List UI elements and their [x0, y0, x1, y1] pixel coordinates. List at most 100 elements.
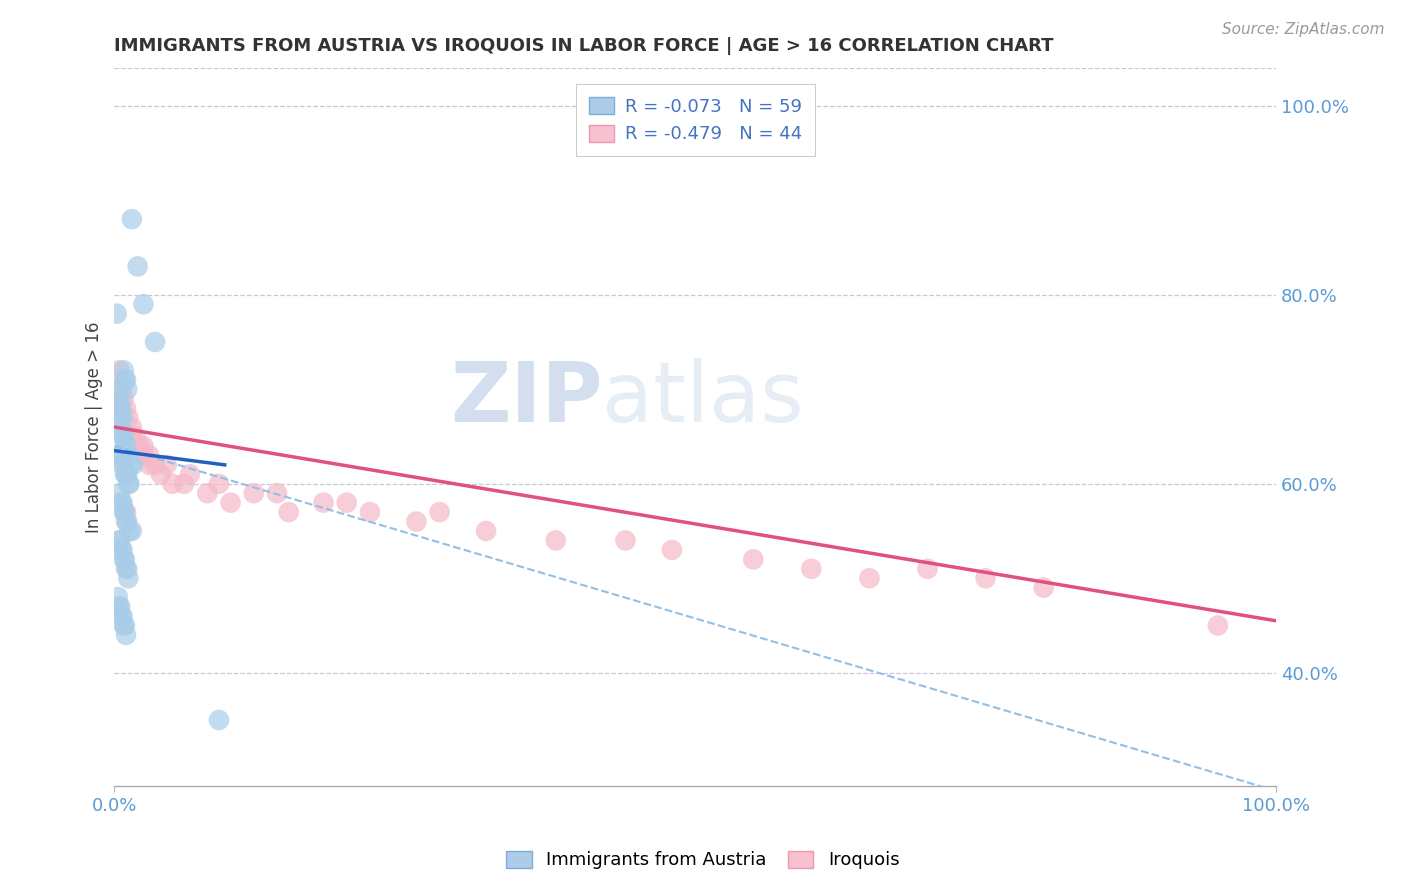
Point	[111, 410, 134, 425]
Point	[115, 505, 138, 519]
Point	[661, 542, 683, 557]
Point	[143, 458, 166, 472]
Point	[110, 486, 132, 500]
Point	[114, 552, 136, 566]
Point	[110, 410, 132, 425]
Point	[115, 373, 138, 387]
Point	[118, 524, 141, 538]
Point	[115, 401, 138, 416]
Point	[110, 599, 132, 614]
Point	[475, 524, 498, 538]
Legend: Immigrants from Austria, Iroquois: Immigrants from Austria, Iroquois	[498, 842, 908, 879]
Point	[121, 524, 143, 538]
Point	[120, 458, 142, 472]
Point	[107, 382, 129, 396]
Point	[110, 449, 132, 463]
Point	[111, 609, 134, 624]
Point	[312, 496, 335, 510]
Point	[111, 458, 134, 472]
Point	[121, 420, 143, 434]
Point	[110, 401, 132, 416]
Point	[115, 429, 138, 443]
Point	[544, 533, 567, 548]
Point	[115, 515, 138, 529]
Point	[110, 542, 132, 557]
Point	[122, 458, 145, 472]
Point	[110, 533, 132, 548]
Point	[117, 410, 139, 425]
Point	[110, 449, 132, 463]
Point	[917, 562, 939, 576]
Point	[115, 467, 138, 482]
Point	[1206, 618, 1229, 632]
Point	[112, 505, 135, 519]
Point	[111, 429, 134, 443]
Point	[121, 212, 143, 227]
Point	[336, 496, 359, 510]
Point	[111, 542, 134, 557]
Point	[156, 458, 179, 472]
Legend: R = -0.073   N = 59, R = -0.479   N = 44: R = -0.073 N = 59, R = -0.479 N = 44	[576, 84, 814, 156]
Point	[115, 382, 138, 396]
Point	[219, 496, 242, 510]
Point	[115, 562, 138, 576]
Point	[117, 476, 139, 491]
Point	[112, 363, 135, 377]
Point	[114, 618, 136, 632]
Point	[110, 401, 132, 416]
Point	[115, 562, 138, 576]
Point	[108, 392, 131, 406]
Point	[115, 467, 138, 482]
Point	[112, 618, 135, 632]
Point	[108, 599, 131, 614]
Point	[162, 476, 184, 491]
Point	[359, 505, 381, 519]
Point	[173, 476, 195, 491]
Point	[117, 449, 139, 463]
Point	[114, 505, 136, 519]
Point	[110, 609, 132, 624]
Point	[112, 458, 135, 472]
Point	[107, 590, 129, 604]
Point	[800, 562, 823, 576]
Point	[129, 439, 152, 453]
Text: Source: ZipAtlas.com: Source: ZipAtlas.com	[1222, 22, 1385, 37]
Point	[614, 533, 637, 548]
Point	[132, 439, 155, 453]
Point	[195, 486, 218, 500]
Point	[208, 476, 231, 491]
Text: ZIP: ZIP	[450, 358, 602, 439]
Point	[1032, 581, 1054, 595]
Point	[111, 496, 134, 510]
Point	[429, 505, 451, 519]
Point	[118, 476, 141, 491]
Point	[127, 439, 149, 453]
Point	[112, 552, 135, 566]
Point	[138, 458, 160, 472]
Point	[112, 429, 135, 443]
Point	[115, 515, 138, 529]
Point	[127, 260, 149, 274]
Point	[405, 515, 427, 529]
Point	[117, 571, 139, 585]
Point	[114, 467, 136, 482]
Point	[974, 571, 997, 585]
Point	[108, 363, 131, 377]
Y-axis label: In Labor Force | Age > 16: In Labor Force | Age > 16	[86, 321, 103, 533]
Point	[115, 439, 138, 453]
Point	[179, 467, 201, 482]
Point	[121, 429, 143, 443]
Point	[243, 486, 266, 500]
Point	[110, 496, 132, 510]
Point	[132, 297, 155, 311]
Point	[277, 505, 299, 519]
Point	[110, 420, 132, 434]
Point	[112, 392, 135, 406]
Point	[134, 449, 156, 463]
Point	[742, 552, 765, 566]
Text: IMMIGRANTS FROM AUSTRIA VS IROQUOIS IN LABOR FORCE | AGE > 16 CORRELATION CHART: IMMIGRANTS FROM AUSTRIA VS IROQUOIS IN L…	[114, 37, 1054, 55]
Point	[114, 439, 136, 453]
Point	[124, 429, 146, 443]
Point	[858, 571, 880, 585]
Point	[149, 467, 172, 482]
